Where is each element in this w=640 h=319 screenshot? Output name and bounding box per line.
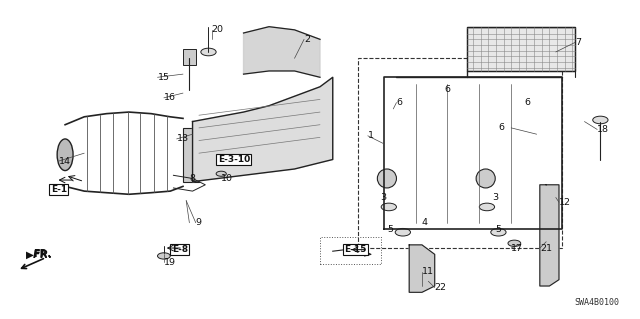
Bar (358, 58, 562, 248)
Text: 2: 2 (304, 35, 310, 44)
Text: 18: 18 (597, 125, 609, 134)
Text: ▶FR.: ▶FR. (26, 249, 53, 260)
Polygon shape (409, 245, 435, 292)
Ellipse shape (476, 169, 495, 188)
Text: 8: 8 (189, 174, 195, 183)
Text: 6: 6 (499, 123, 504, 132)
Bar (183, 49, 196, 65)
Circle shape (216, 171, 227, 176)
Text: 5: 5 (387, 225, 393, 234)
Text: FR.: FR. (33, 249, 51, 259)
Circle shape (201, 48, 216, 56)
Text: 14: 14 (59, 157, 71, 166)
Text: 7: 7 (575, 38, 581, 47)
Text: 19: 19 (164, 258, 176, 267)
Text: 1: 1 (368, 131, 374, 140)
Polygon shape (193, 77, 333, 182)
Text: 12: 12 (559, 198, 571, 207)
Text: 16: 16 (164, 93, 176, 102)
Ellipse shape (57, 139, 73, 171)
Text: E-1: E-1 (51, 185, 67, 194)
Text: 10: 10 (221, 174, 233, 183)
Text: 21: 21 (540, 243, 552, 253)
Bar (320, 237, 381, 264)
Text: 4: 4 (422, 218, 428, 227)
Text: 6: 6 (396, 98, 403, 107)
Circle shape (157, 253, 170, 259)
Text: 11: 11 (422, 267, 434, 276)
Bar (183, 128, 199, 182)
Circle shape (395, 228, 410, 236)
Text: E-3-10: E-3-10 (218, 155, 250, 164)
Circle shape (491, 228, 506, 236)
Text: 5: 5 (495, 225, 501, 234)
Circle shape (381, 203, 396, 211)
Text: SWA4B0100: SWA4B0100 (575, 298, 620, 307)
Bar (467, 27, 575, 71)
Text: 15: 15 (157, 73, 170, 82)
Text: 9: 9 (196, 218, 202, 227)
Text: 20: 20 (212, 25, 223, 34)
Polygon shape (540, 185, 559, 286)
Text: 17: 17 (511, 243, 523, 253)
Text: 6: 6 (524, 98, 530, 107)
Ellipse shape (378, 169, 396, 188)
Text: E-15: E-15 (344, 245, 366, 254)
Circle shape (479, 203, 495, 211)
Text: 3: 3 (492, 193, 498, 202)
Polygon shape (244, 27, 320, 77)
Text: 22: 22 (435, 283, 447, 292)
Circle shape (593, 116, 608, 124)
FancyBboxPatch shape (467, 27, 575, 71)
Text: 3: 3 (381, 193, 387, 202)
Text: 6: 6 (444, 85, 451, 94)
Circle shape (508, 240, 521, 247)
Text: 13: 13 (177, 134, 189, 144)
Text: E-8: E-8 (172, 245, 188, 254)
